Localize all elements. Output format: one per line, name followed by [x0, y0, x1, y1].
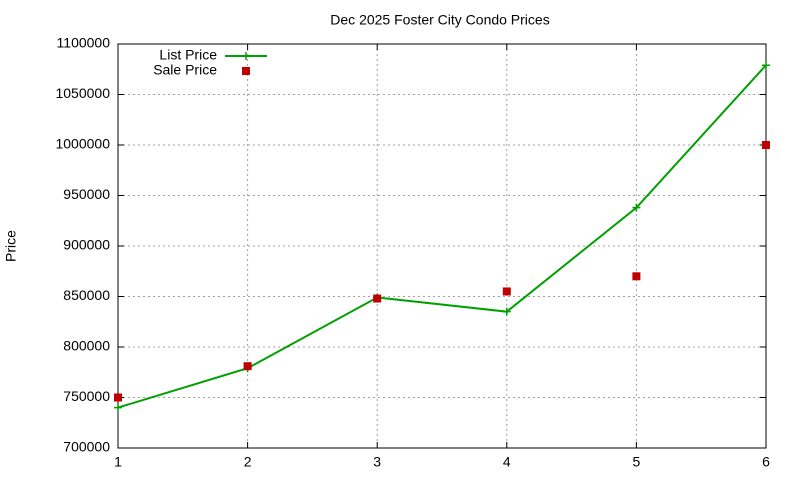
point	[114, 393, 122, 402]
chart-title: Dec 2025 Foster City Condo Prices	[330, 12, 549, 28]
legend-label: Sale Price	[153, 62, 217, 78]
x-tick-label: 6	[762, 454, 770, 470]
x-tick-label: 3	[373, 454, 381, 470]
plot-frame	[117, 43, 767, 449]
point	[373, 294, 382, 303]
y-tick-label: 1100000	[57, 35, 111, 51]
point	[243, 362, 252, 371]
y-tick-label: 800000	[63, 338, 110, 354]
point	[502, 287, 511, 296]
point	[632, 203, 641, 212]
point	[632, 272, 641, 281]
x-tick-label: 2	[244, 454, 252, 470]
y-tick-label: 700000	[63, 439, 110, 455]
y-tick-label: 900000	[63, 237, 110, 253]
x-tick-label: 4	[503, 454, 511, 470]
y-tick-label: 1050000	[55, 85, 110, 101]
y-tick-label: 850000	[63, 287, 110, 303]
point	[114, 403, 122, 412]
x-tick-label: 5	[633, 454, 641, 470]
x-tick-label: 1	[114, 454, 122, 470]
legend-swatch	[242, 52, 250, 60]
point	[502, 307, 511, 316]
legend-swatch	[242, 67, 250, 75]
y-tick-label: 1000000	[55, 136, 110, 152]
y-tick-label: 750000	[63, 388, 110, 404]
series-line	[117, 64, 767, 409]
legend-label: List Price	[159, 47, 217, 63]
y-tick-label: 950000	[63, 186, 110, 202]
point	[762, 141, 770, 149]
y-axis-label: Price	[3, 230, 19, 262]
point	[762, 61, 770, 70]
